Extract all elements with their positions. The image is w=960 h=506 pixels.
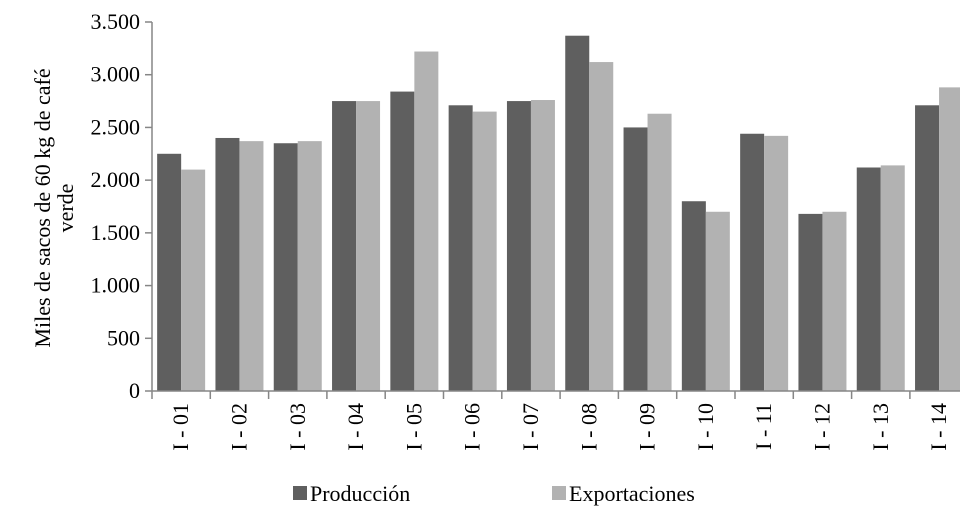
bar-exportaciones	[472, 111, 497, 392]
x-tick-label: I - 13	[868, 403, 893, 451]
y-tick-label: 2.000	[91, 167, 141, 192]
legend-label: Producción	[310, 481, 410, 506]
bar-produccion	[856, 167, 881, 391]
bar-exportaciones	[939, 87, 960, 392]
bar-produccion	[740, 133, 765, 391]
y-tick-label: 2.500	[91, 114, 141, 139]
y-axis-title-line-2: verde	[53, 184, 78, 233]
x-tick-label: I - 09	[635, 403, 660, 451]
x-tick-label: I - 08	[576, 403, 601, 451]
bar-produccion	[157, 153, 182, 391]
bar-produccion	[215, 137, 240, 391]
x-tick-label: I - 06	[460, 403, 485, 451]
bar-produccion	[506, 101, 531, 391]
bar-produccion	[798, 213, 823, 391]
x-tick-label: I - 02	[226, 403, 251, 451]
x-tick-label: I - 14	[926, 403, 951, 451]
legend-swatch	[293, 486, 307, 500]
bar-produccion	[332, 101, 357, 391]
bar-exportaciones	[647, 113, 672, 391]
y-tick-label: 1.500	[91, 220, 141, 245]
bar-produccion	[915, 105, 940, 391]
bar-produccion	[390, 91, 415, 391]
x-tick-label: I - 05	[401, 403, 426, 451]
bar-exportaciones	[239, 141, 264, 391]
bar-exportaciones	[181, 169, 206, 391]
bar-exportaciones	[880, 165, 905, 391]
x-tick-label: I - 03	[285, 403, 310, 451]
bar-produccion	[623, 127, 648, 392]
y-tick-label: 0	[129, 378, 140, 403]
x-tick-label: I - 12	[809, 403, 834, 451]
bar-exportaciones	[705, 211, 730, 391]
bar-exportaciones	[589, 62, 614, 392]
y-axis-title: Miles de sacos de 60 kg de café verde	[30, 68, 78, 347]
bar-exportaciones	[356, 101, 381, 391]
y-axis: 0 500 1.000 1.500 2.000 2.500 3.000 3.500	[91, 9, 153, 403]
y-axis-title-line-1: Miles de sacos de 60 kg de café	[30, 68, 55, 347]
bar-exportaciones	[530, 100, 555, 392]
bar-exportaciones	[764, 135, 789, 391]
x-tick-label: I - 10	[693, 403, 718, 451]
x-tick-label: I - 01	[168, 403, 193, 451]
bar-produccion	[448, 105, 473, 391]
x-tick-label: I - 11	[751, 403, 776, 450]
bar-produccion	[681, 201, 706, 391]
bar-exportaciones	[297, 141, 322, 391]
x-tick-label: I - 07	[518, 403, 543, 451]
y-tick-label: 3.000	[91, 62, 141, 87]
legend-label: Exportaciones	[569, 481, 695, 506]
x-axis: I - 01 I - 02 I - 03 I - 04 I - 05 I - 06 I - …	[151, 390, 960, 451]
bar-produccion	[565, 35, 590, 392]
bar-exportaciones	[414, 51, 439, 392]
bar-produccion	[273, 143, 298, 391]
bar-exportaciones	[822, 211, 847, 391]
y-tick-label: 3.500	[91, 9, 141, 34]
legend: Producción Exportaciones	[293, 481, 695, 506]
y-tick-label: 1.000	[91, 273, 141, 298]
x-tick-label: I - 04	[343, 403, 368, 451]
bars	[157, 35, 960, 392]
y-tick-label: 500	[107, 325, 140, 350]
legend-swatch	[552, 486, 566, 500]
